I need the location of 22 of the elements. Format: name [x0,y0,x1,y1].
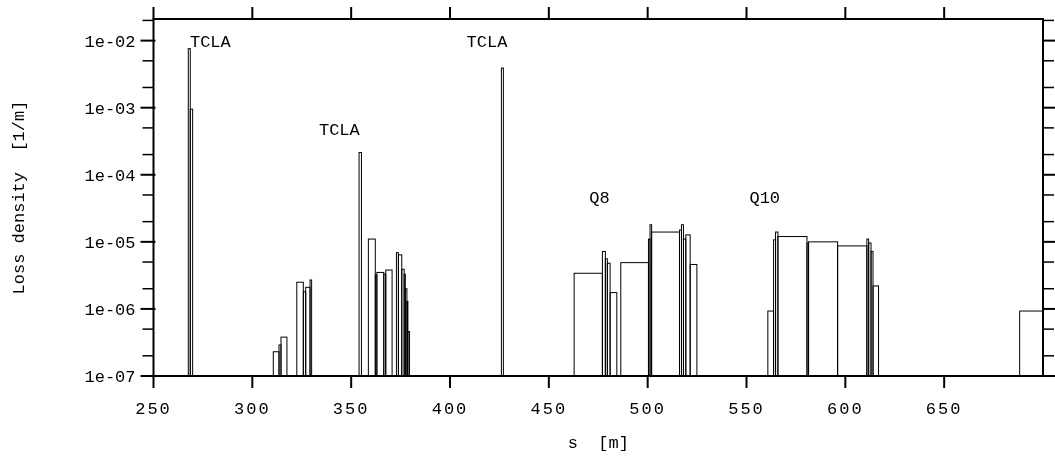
y-axis-title: Loss density [1/m] [10,100,29,295]
x-tick-label: 250 [135,400,172,419]
x-tick-label: 650 [925,400,963,419]
x-tick-label: 500 [629,400,666,419]
annotation: Q8 [589,188,610,208]
y-tick-label: 1e-05 [84,233,136,253]
y-tick-label: 1e-02 [84,32,136,52]
annotation: TCLA [189,33,232,53]
x-axis-title: s [m] [567,434,629,453]
annotation: TCLA [466,33,509,53]
x-tick-label: 300 [234,400,271,419]
x-tick-label: 400 [431,400,469,419]
y-tick-label: 1e-04 [84,166,136,186]
annotation: Q10 [749,188,781,208]
y-tick-label: 1e-07 [84,367,136,387]
y-tick-label: 1e-03 [84,99,136,119]
x-tick-label: 550 [728,400,765,419]
x-tick-label: 600 [827,400,864,419]
x-tick-label: 350 [332,400,370,419]
x-tick-label: 450 [530,400,568,419]
y-tick-label: 1e-06 [84,300,136,320]
annotation: TCLA [318,120,361,140]
